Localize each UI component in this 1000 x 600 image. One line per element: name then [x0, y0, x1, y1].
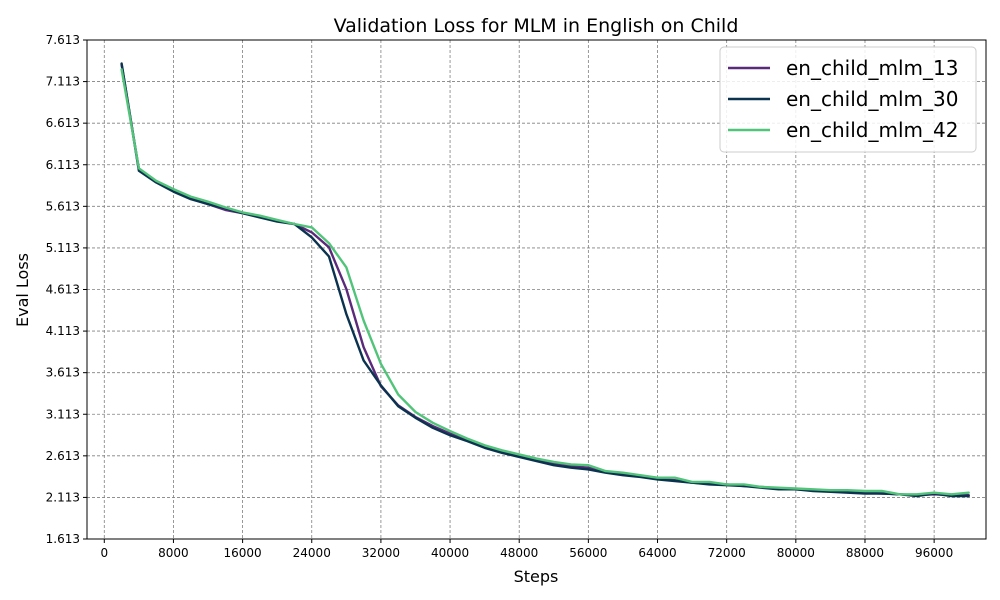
y-tick-label: 6.113 — [46, 158, 80, 172]
y-tick-label: 7.113 — [46, 75, 80, 89]
y-tick-label: 1.613 — [46, 532, 80, 546]
y-tick-label: 2.113 — [46, 490, 80, 504]
x-axis-ticks: 0 8000 16000 24000 32000 40000 48000 56000 64000… — [100, 539, 953, 560]
series-line-en_child_mlm_42 — [120, 68, 970, 496]
x-tick-label: 8000 — [158, 546, 189, 560]
legend-box — [719, 46, 977, 153]
series-line-en_child_mlm_30 — [120, 62, 970, 498]
x-tick-label: 32000 — [362, 546, 400, 560]
y-tick-label: 5.613 — [46, 199, 80, 213]
x-axis-title: Steps — [514, 567, 559, 586]
y-tick-label: 7.613 — [46, 33, 80, 47]
x-tick-label: 96000 — [915, 546, 953, 560]
x-tick-label: 0 — [100, 546, 108, 560]
x-tick-label: 40000 — [431, 546, 469, 560]
x-tick-label: 72000 — [708, 546, 746, 560]
y-axis-title: Eval Loss — [13, 253, 32, 327]
legend-label: en_child_mlm_30 — [786, 87, 958, 111]
y-tick-label: 3.613 — [46, 366, 80, 380]
y-tick-label: 3.113 — [46, 407, 80, 421]
x-tick-label: 48000 — [500, 546, 538, 560]
y-tick-label: 4.613 — [46, 283, 80, 297]
x-tick-label: 16000 — [224, 546, 262, 560]
y-tick-label: 4.113 — [46, 324, 80, 338]
legend: en_child_mlm_13 en_child_mlm_30 en_child_m… — [719, 46, 977, 153]
x-tick-label: 56000 — [569, 546, 607, 560]
y-tick-label: 2.613 — [46, 449, 80, 463]
x-tick-label: 24000 — [293, 546, 331, 560]
x-tick-label: 64000 — [638, 546, 676, 560]
y-axis-ticks: 1.613 2.113 2.613 3.113 3.613 4.113 4.613 5.113… — [46, 33, 87, 546]
legend-label: en_child_mlm_13 — [786, 56, 958, 80]
series-lines — [120, 62, 970, 498]
y-tick-label: 6.613 — [46, 116, 80, 130]
legend-label: en_child_mlm_42 — [786, 118, 958, 142]
y-tick-label: 5.113 — [46, 241, 80, 255]
x-tick-label: 88000 — [846, 546, 884, 560]
chart-title: Validation Loss for MLM in English on Ch… — [334, 15, 739, 37]
x-tick-label: 80000 — [777, 546, 815, 560]
